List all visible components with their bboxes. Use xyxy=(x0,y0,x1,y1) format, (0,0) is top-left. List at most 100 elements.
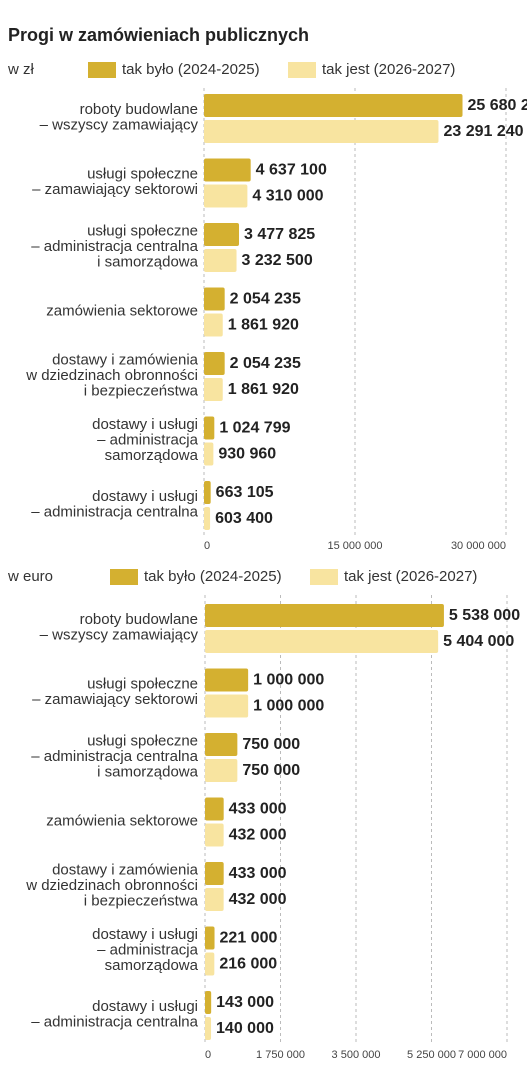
category-label: i samorządowa xyxy=(97,763,199,780)
value-label: 432 000 xyxy=(229,891,287,908)
category-label: dostawy i usługi xyxy=(92,416,198,433)
bar xyxy=(204,352,225,375)
legend-label: tak było (2024-2025) xyxy=(122,61,260,78)
bar xyxy=(205,604,444,627)
bar xyxy=(204,94,463,117)
category-label: w dziedzinach obronności xyxy=(25,367,198,384)
category-label: usługi społeczne xyxy=(87,222,198,239)
value-label: 1 024 799 xyxy=(219,420,290,437)
value-label: 221 000 xyxy=(220,930,278,947)
category-label: samorządowa xyxy=(105,447,199,464)
category-label: – administracja centralna xyxy=(31,1014,198,1031)
value-label: 750 000 xyxy=(242,762,300,779)
bar xyxy=(204,120,439,143)
legend-swatch xyxy=(310,569,338,585)
category-label: i bezpieczeństwa xyxy=(84,382,199,399)
value-label: 930 960 xyxy=(218,446,276,463)
category-label: – wszyscy zamawiający xyxy=(40,627,199,644)
value-label: 5 538 000 xyxy=(449,607,520,624)
x-tick-label: 1 750 000 xyxy=(256,1049,305,1061)
category-label: i bezpieczeństwa xyxy=(84,892,199,909)
bar xyxy=(204,249,237,272)
value-label: 603 400 xyxy=(215,510,273,527)
value-label: 3 477 825 xyxy=(244,226,315,243)
value-label: 1 000 000 xyxy=(253,698,324,715)
legend-label: tak jest (2026-2027) xyxy=(322,61,455,78)
bar xyxy=(205,668,249,692)
category-label: dostawy i zamówienia xyxy=(52,351,199,368)
category-label: dostawy i usługi xyxy=(92,926,198,943)
bar xyxy=(205,888,224,911)
bar xyxy=(204,287,225,311)
bar xyxy=(205,797,224,821)
bar xyxy=(204,442,214,466)
bar xyxy=(204,184,248,208)
value-label: 1 861 920 xyxy=(228,317,299,334)
category-label: usługi społeczne xyxy=(87,676,198,693)
value-label: 4 637 100 xyxy=(256,162,327,179)
category-label: – zamawiający sektorowi xyxy=(32,691,198,708)
bar xyxy=(205,630,439,653)
unit-label: w zł xyxy=(7,61,35,78)
value-label: 23 291 240 xyxy=(443,123,523,140)
x-tick-label: 5 250 000 xyxy=(407,1049,456,1061)
legend-swatch xyxy=(88,62,116,78)
bar xyxy=(205,952,215,976)
value-label: 432 000 xyxy=(229,827,287,844)
bar xyxy=(205,823,224,847)
value-label: 433 000 xyxy=(229,865,287,882)
legend-swatch xyxy=(110,569,138,585)
x-tick-label: 0 xyxy=(205,1049,211,1061)
x-tick-label: 3 500 000 xyxy=(332,1049,381,1061)
bar xyxy=(205,733,238,756)
category-label: – administracja centralna xyxy=(31,238,198,255)
bar xyxy=(204,378,223,401)
category-label: dostawy i zamówienia xyxy=(52,861,199,878)
category-label: – wszyscy zamawiający xyxy=(40,117,199,134)
value-label: 140 000 xyxy=(216,1020,274,1037)
value-label: 143 000 xyxy=(216,994,274,1011)
bar xyxy=(204,481,211,504)
x-tick-label: 7 000 000 xyxy=(458,1049,507,1061)
bar xyxy=(205,991,212,1014)
category-label: usługi społeczne xyxy=(87,732,198,749)
bar xyxy=(205,862,224,885)
category-label: roboty budowlane xyxy=(80,611,198,628)
category-label: – administracja xyxy=(97,941,199,958)
value-label: 25 680 200 xyxy=(468,97,527,114)
value-label: 750 000 xyxy=(242,736,300,753)
bar xyxy=(204,416,215,440)
value-label: 4 310 000 xyxy=(252,188,323,205)
category-label: zamówienia sektorowe xyxy=(46,302,198,319)
page-title: Progi w zamówieniach publicznych xyxy=(8,25,309,45)
value-label: 433 000 xyxy=(229,801,287,818)
value-label: 216 000 xyxy=(219,956,277,973)
bar xyxy=(204,158,251,182)
x-tick-label: 0 xyxy=(204,540,210,552)
category-label: i samorządowa xyxy=(97,253,199,270)
bar xyxy=(204,313,223,337)
legend-swatch xyxy=(288,62,316,78)
value-label: 3 232 500 xyxy=(242,252,313,269)
bar xyxy=(205,1017,212,1040)
category-label: dostawy i usługi xyxy=(92,488,198,505)
value-label: 2 054 235 xyxy=(230,291,301,308)
value-label: 1 000 000 xyxy=(253,672,324,689)
bar xyxy=(205,926,215,950)
category-label: – administracja centralna xyxy=(31,504,198,521)
bar xyxy=(205,759,238,782)
unit-label: w euro xyxy=(7,568,53,585)
category-label: zamówienia sektorowe xyxy=(46,812,198,829)
category-label: usługi społeczne xyxy=(87,166,198,183)
category-label: dostawy i usługi xyxy=(92,998,198,1015)
category-label: roboty budowlane xyxy=(80,101,198,118)
category-label: – zamawiający sektorowi xyxy=(32,181,198,198)
bar xyxy=(204,507,211,530)
category-label: w dziedzinach obronności xyxy=(25,877,198,894)
value-label: 1 861 920 xyxy=(228,381,299,398)
legend-label: tak jest (2026-2027) xyxy=(344,568,477,585)
x-tick-label: 15 000 000 xyxy=(327,540,382,552)
category-label: – administracja xyxy=(97,431,199,448)
value-label: 5 404 000 xyxy=(443,633,514,650)
